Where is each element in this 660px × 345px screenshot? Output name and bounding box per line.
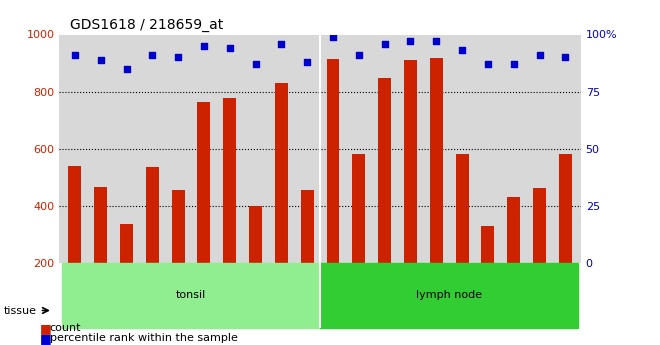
Bar — [508, 197, 520, 319]
Text: GSM51381: GSM51381 — [71, 263, 79, 309]
Point — [354, 52, 364, 58]
Point — [69, 52, 80, 58]
Bar — [481, 226, 494, 319]
Point — [199, 43, 209, 49]
Bar — [62, 263, 320, 328]
Point — [173, 55, 183, 60]
Bar — [559, 154, 572, 319]
Text: GSM51382: GSM51382 — [96, 263, 105, 309]
Point — [405, 39, 416, 44]
Text: count: count — [50, 324, 81, 333]
Text: GSM51372: GSM51372 — [354, 263, 363, 309]
Text: GSM51374: GSM51374 — [406, 263, 415, 309]
Point — [121, 66, 132, 71]
Point — [508, 61, 519, 67]
Text: GSM51390: GSM51390 — [303, 263, 312, 308]
Point — [482, 61, 493, 67]
Bar — [223, 98, 236, 319]
Text: ■: ■ — [40, 332, 51, 345]
Text: GSM51373: GSM51373 — [380, 263, 389, 309]
Point — [250, 61, 261, 67]
Bar — [69, 166, 81, 319]
Point — [431, 39, 442, 44]
Point — [302, 59, 312, 65]
Bar — [352, 154, 365, 319]
Text: GSM51378: GSM51378 — [509, 263, 518, 309]
Text: GSM51389: GSM51389 — [277, 263, 286, 309]
Text: GSM51375: GSM51375 — [432, 263, 441, 309]
Bar — [275, 83, 288, 319]
Text: GSM51376: GSM51376 — [457, 263, 467, 309]
Text: lymph node: lymph node — [416, 290, 482, 300]
Bar — [455, 154, 469, 319]
Text: GDS1618 / 218659_at: GDS1618 / 218659_at — [70, 18, 223, 32]
Bar — [301, 190, 314, 319]
Text: GSM51385: GSM51385 — [174, 263, 183, 309]
Bar — [404, 60, 417, 319]
Point — [534, 52, 544, 58]
Point — [560, 55, 571, 60]
Text: GSM51379: GSM51379 — [535, 263, 544, 309]
Text: GSM51384: GSM51384 — [148, 263, 157, 309]
Bar — [320, 263, 578, 328]
Point — [224, 46, 235, 51]
Text: GSM51383: GSM51383 — [122, 263, 131, 309]
Bar — [146, 167, 159, 319]
Bar — [378, 78, 391, 319]
Point — [328, 34, 339, 40]
Bar — [327, 59, 339, 319]
Text: GSM51388: GSM51388 — [251, 263, 260, 309]
Point — [379, 41, 390, 46]
Point — [96, 57, 106, 62]
Bar — [430, 58, 443, 319]
Bar — [249, 206, 262, 319]
Text: GSM51371: GSM51371 — [329, 263, 337, 309]
Bar — [172, 190, 185, 319]
Bar — [120, 224, 133, 319]
Text: ■: ■ — [40, 322, 51, 335]
Bar — [533, 188, 546, 319]
Text: tissue: tissue — [3, 306, 36, 315]
Text: GSM51380: GSM51380 — [561, 263, 570, 309]
Text: tonsil: tonsil — [176, 290, 206, 300]
Point — [147, 52, 158, 58]
Text: GSM51377: GSM51377 — [483, 263, 492, 309]
Text: GSM51387: GSM51387 — [225, 263, 234, 309]
Text: GSM51386: GSM51386 — [199, 263, 209, 309]
Point — [457, 48, 467, 53]
Point — [276, 41, 286, 46]
Bar — [197, 102, 211, 319]
Bar — [94, 187, 107, 319]
Text: percentile rank within the sample: percentile rank within the sample — [50, 333, 238, 343]
